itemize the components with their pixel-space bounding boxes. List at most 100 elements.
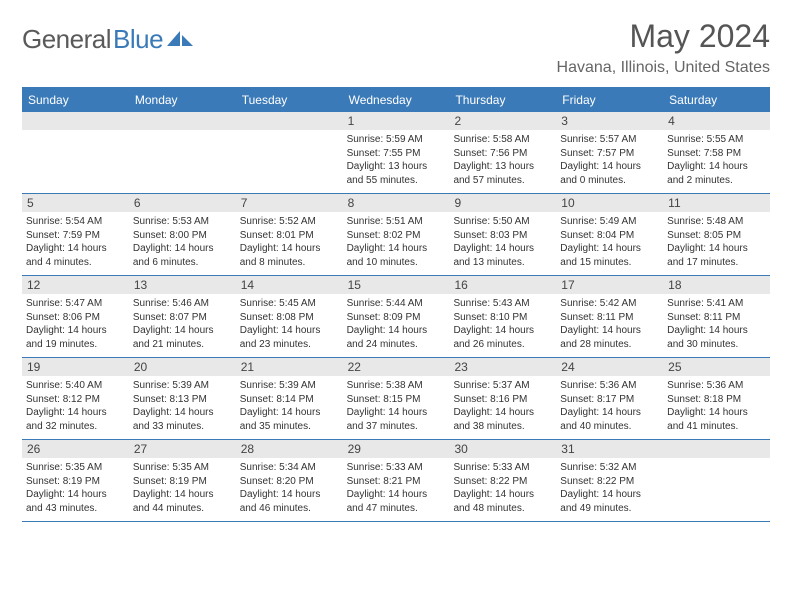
week-row: 5 Sunrise: 5:54 AMSunset: 7:59 PMDaylight… (22, 194, 770, 276)
day-info: Sunrise: 5:46 AMSunset: 8:07 PMDaylight:… (133, 297, 232, 351)
day-number-empty (236, 112, 343, 130)
week-row: 26 Sunrise: 5:35 AMSunset: 8:19 PMDayligh… (22, 440, 770, 522)
day-cell: 16Sunrise: 5:43 AMSunset: 8:10 PMDayligh… (449, 276, 556, 357)
day-cell: 11 Sunrise: 5:48 AMSunset: 8:05 PMDayligh… (663, 194, 770, 275)
day-number: 9 (449, 194, 556, 212)
day-number: 21 (236, 358, 343, 376)
day-info: Sunrise: 5:54 AMSunset: 7:59 PMDaylight:… (26, 215, 125, 269)
day-info: Sunrise: 5:32 AMSunset: 8:22 PMDaylight:… (560, 461, 659, 515)
day-number: 31 (556, 440, 663, 458)
day-info: Sunrise: 5:41 AMSunset: 8:11 PMDaylight:… (667, 297, 766, 351)
day-cell: 7Sunrise: 5:52 AMSunset: 8:01 PMDaylight… (236, 194, 343, 275)
day-number: 23 (449, 358, 556, 376)
day-cell: 17 Sunrise: 5:42 AMSunset: 8:11 PMDayligh… (556, 276, 663, 357)
day-number: 8 (343, 194, 450, 212)
logo: GeneralBlue (22, 24, 193, 55)
day-cell: 20 Sunrise: 5:39 AMSunset: 8:13 PMDayligh… (129, 358, 236, 439)
day-number: 19 (22, 358, 129, 376)
day-number: 2 (449, 112, 556, 130)
day-number: 24 (556, 358, 663, 376)
logo-text-blue: Blue (113, 24, 163, 55)
day-number: 18 (663, 276, 770, 294)
day-info: Sunrise: 5:38 AMSunset: 8:15 PMDaylight:… (347, 379, 446, 433)
day-cell: 26 Sunrise: 5:35 AMSunset: 8:19 PMDayligh… (22, 440, 129, 521)
day-number: 26 (22, 440, 129, 458)
day-info: Sunrise: 5:51 AMSunset: 8:02 PMDaylight:… (347, 215, 446, 269)
day-cell: 25 Sunrise: 5:36 AMSunset: 8:18 PMDayligh… (663, 358, 770, 439)
day-cell (663, 440, 770, 521)
day-number: 6 (129, 194, 236, 212)
day-cell: 5 Sunrise: 5:54 AMSunset: 7:59 PMDaylight… (22, 194, 129, 275)
day-number-empty (663, 440, 770, 458)
day-number: 29 (343, 440, 450, 458)
day-number: 20 (129, 358, 236, 376)
weekday-header: Monday (129, 88, 236, 112)
day-info: Sunrise: 5:49 AMSunset: 8:04 PMDaylight:… (560, 215, 659, 269)
calendar: SundayMondayTuesdayWednesdayThursdayFrid… (22, 87, 770, 522)
day-number: 30 (449, 440, 556, 458)
day-number: 16 (449, 276, 556, 294)
day-cell: 1 Sunrise: 5:59 AMSunset: 7:55 PMDaylight… (343, 112, 450, 193)
day-cell: 4 Sunrise: 5:55 AMSunset: 7:58 PMDaylight… (663, 112, 770, 193)
day-number: 13 (129, 276, 236, 294)
sail-icon (167, 29, 193, 47)
weekday-header: Friday (556, 88, 663, 112)
month-title: May 2024 (557, 18, 770, 55)
day-info: Sunrise: 5:42 AMSunset: 8:11 PMDaylight:… (560, 297, 659, 351)
day-number-empty (129, 112, 236, 130)
location-text: Havana, Illinois, United States (557, 59, 770, 77)
day-info: Sunrise: 5:55 AMSunset: 7:58 PMDaylight:… (667, 133, 766, 187)
day-cell: 18 Sunrise: 5:41 AMSunset: 8:11 PMDayligh… (663, 276, 770, 357)
day-number: 7 (236, 194, 343, 212)
weekday-header: Thursday (449, 88, 556, 112)
day-info: Sunrise: 5:36 AMSunset: 8:17 PMDaylight:… (560, 379, 659, 433)
weekday-header-row: SundayMondayTuesdayWednesdayThursdayFrid… (22, 88, 770, 112)
day-cell: 22 Sunrise: 5:38 AMSunset: 8:15 PMDayligh… (343, 358, 450, 439)
day-cell: 6Sunrise: 5:53 AMSunset: 8:00 PMDaylight… (129, 194, 236, 275)
day-info: Sunrise: 5:39 AMSunset: 8:13 PMDaylight:… (133, 379, 232, 433)
day-cell: 15 Sunrise: 5:44 AMSunset: 8:09 PMDayligh… (343, 276, 450, 357)
day-info: Sunrise: 5:36 AMSunset: 8:18 PMDaylight:… (667, 379, 766, 433)
day-info: Sunrise: 5:58 AMSunset: 7:56 PMDaylight:… (453, 133, 552, 187)
logo-text-general: General (22, 24, 111, 55)
day-info: Sunrise: 5:59 AMSunset: 7:55 PMDaylight:… (347, 133, 446, 187)
day-number: 4 (663, 112, 770, 130)
day-cell: 8 Sunrise: 5:51 AMSunset: 8:02 PMDaylight… (343, 194, 450, 275)
day-info: Sunrise: 5:33 AMSunset: 8:21 PMDaylight:… (347, 461, 446, 515)
day-number: 11 (663, 194, 770, 212)
day-cell: 3Sunrise: 5:57 AMSunset: 7:57 PMDaylight… (556, 112, 663, 193)
day-cell: 9Sunrise: 5:50 AMSunset: 8:03 PMDaylight… (449, 194, 556, 275)
day-cell (22, 112, 129, 193)
day-number: 22 (343, 358, 450, 376)
day-number: 27 (129, 440, 236, 458)
day-number: 17 (556, 276, 663, 294)
day-cell: 28Sunrise: 5:34 AMSunset: 8:20 PMDayligh… (236, 440, 343, 521)
day-cell (236, 112, 343, 193)
day-info: Sunrise: 5:47 AMSunset: 8:06 PMDaylight:… (26, 297, 125, 351)
day-cell: 14Sunrise: 5:45 AMSunset: 8:08 PMDayligh… (236, 276, 343, 357)
title-block: May 2024 Havana, Illinois, United States (557, 18, 770, 77)
day-cell: 13 Sunrise: 5:46 AMSunset: 8:07 PMDayligh… (129, 276, 236, 357)
day-cell: 24 Sunrise: 5:36 AMSunset: 8:17 PMDayligh… (556, 358, 663, 439)
day-cell: 2 Sunrise: 5:58 AMSunset: 7:56 PMDaylight… (449, 112, 556, 193)
day-number: 5 (22, 194, 129, 212)
weekday-header: Wednesday (343, 88, 450, 112)
day-cell: 23Sunrise: 5:37 AMSunset: 8:16 PMDayligh… (449, 358, 556, 439)
day-info: Sunrise: 5:33 AMSunset: 8:22 PMDaylight:… (453, 461, 552, 515)
week-row: 1 Sunrise: 5:59 AMSunset: 7:55 PMDaylight… (22, 112, 770, 194)
day-number: 1 (343, 112, 450, 130)
weekday-header: Tuesday (236, 88, 343, 112)
day-info: Sunrise: 5:34 AMSunset: 8:20 PMDaylight:… (240, 461, 339, 515)
day-number-empty (22, 112, 129, 130)
day-number: 12 (22, 276, 129, 294)
day-info: Sunrise: 5:44 AMSunset: 8:09 PMDaylight:… (347, 297, 446, 351)
day-info: Sunrise: 5:48 AMSunset: 8:05 PMDaylight:… (667, 215, 766, 269)
week-row: 19Sunrise: 5:40 AMSunset: 8:12 PMDayligh… (22, 358, 770, 440)
day-number: 25 (663, 358, 770, 376)
day-info: Sunrise: 5:39 AMSunset: 8:14 PMDaylight:… (240, 379, 339, 433)
day-info: Sunrise: 5:35 AMSunset: 8:19 PMDaylight:… (26, 461, 125, 515)
day-number: 3 (556, 112, 663, 130)
day-cell: 19Sunrise: 5:40 AMSunset: 8:12 PMDayligh… (22, 358, 129, 439)
day-cell: 29 Sunrise: 5:33 AMSunset: 8:21 PMDayligh… (343, 440, 450, 521)
day-number: 15 (343, 276, 450, 294)
